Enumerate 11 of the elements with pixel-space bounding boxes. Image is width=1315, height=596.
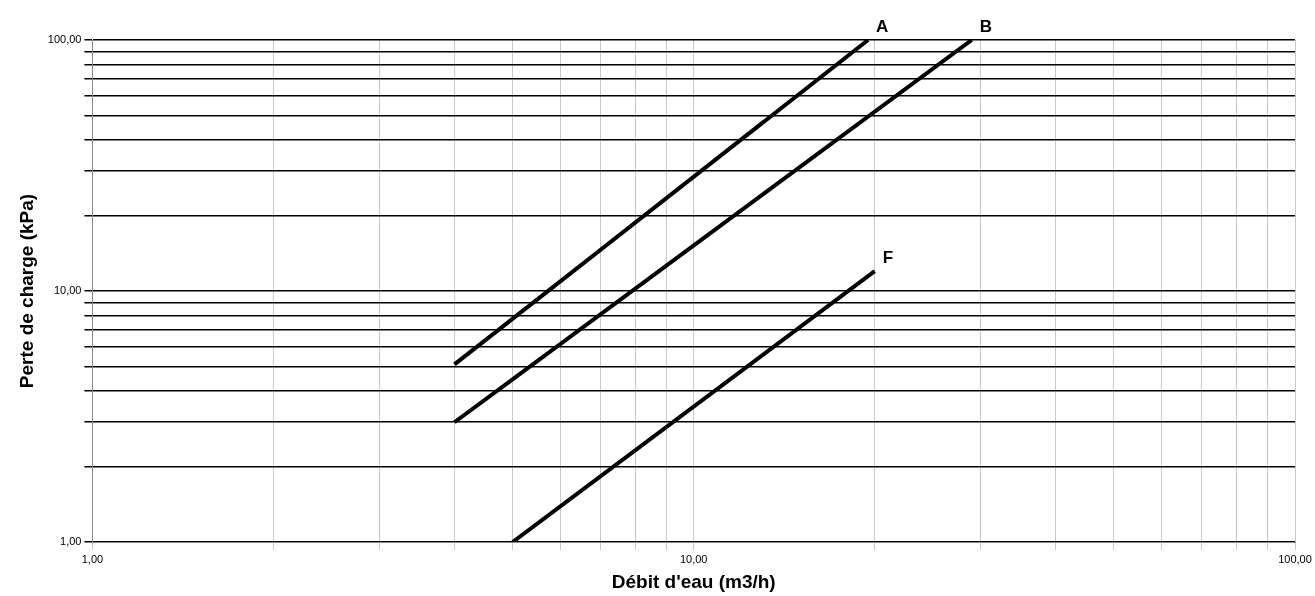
y-tick-label: 1,00 — [60, 535, 82, 548]
series-label: A — [876, 17, 889, 37]
x-tick-label: 10,00 — [679, 552, 708, 565]
x-tick-label: 1,00 — [81, 552, 104, 565]
x-tick-label: 100,00 — [1278, 552, 1312, 565]
x-axis-title: Débit d'eau (m3/h) — [611, 570, 776, 592]
y-axis-title: Perte de charge (kPa) — [15, 193, 37, 389]
series-label: F — [882, 248, 894, 268]
series-label: B — [979, 17, 993, 37]
y-tick-label: 10,00 — [53, 284, 82, 297]
y-tick-label: 100,00 — [47, 33, 82, 46]
